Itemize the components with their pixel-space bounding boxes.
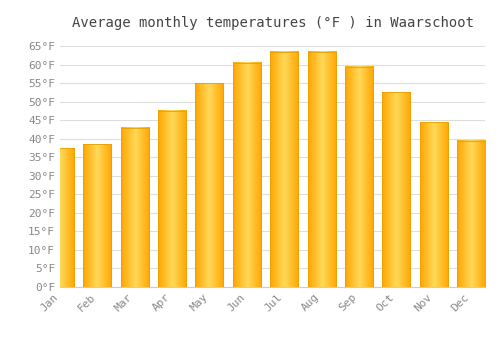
Bar [233,63,261,287]
Bar [120,128,148,287]
Title: Average monthly temperatures (°F ) in Waarschoot: Average monthly temperatures (°F ) in Wa… [72,16,473,30]
Bar [196,83,224,287]
Bar [308,52,336,287]
Bar [46,148,74,287]
Bar [382,92,410,287]
Bar [420,122,448,287]
Bar [345,66,373,287]
Bar [158,111,186,287]
Bar [84,144,112,287]
Bar [270,52,298,287]
Bar [457,141,485,287]
